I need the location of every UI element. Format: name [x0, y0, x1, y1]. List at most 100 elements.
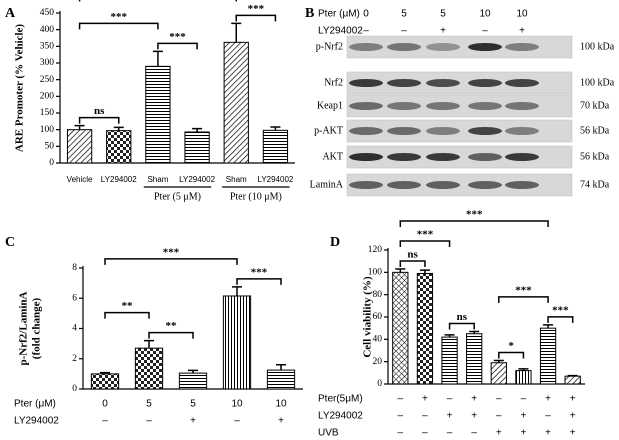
error-bar [231, 22, 242, 43]
treatment-value: 10 [479, 9, 491, 20]
condition-value: – [496, 394, 502, 405]
error-bar [188, 369, 198, 374]
condition-value: + [447, 411, 453, 422]
treatment-value: 10 [516, 9, 528, 20]
x-tick-label: Sham [226, 175, 247, 184]
bar [539, 327, 557, 385]
condition-value: 0 [102, 399, 108, 410]
significance-bracket [399, 260, 426, 267]
error-bar [152, 50, 163, 67]
blot-row-size: 56 kDa [580, 151, 610, 162]
blot-strip [346, 119, 573, 143]
blot-band [426, 79, 460, 87]
bar [490, 362, 507, 385]
y-tick-label: 60 [373, 312, 383, 322]
treatment-value: + [440, 26, 446, 37]
error-bar [270, 126, 281, 131]
blot-row-size: 100 kDa [580, 41, 615, 52]
significance-bracket [104, 311, 150, 319]
panel-label: D [330, 235, 340, 250]
significance-label: * [508, 340, 514, 352]
panel-label: A [5, 6, 16, 21]
blot-band [349, 153, 383, 161]
condition-value: 5 [190, 399, 196, 410]
significance-bracket [78, 0, 237, 2]
condition-value: + [278, 416, 284, 427]
significance-bracket [547, 316, 574, 323]
significance-label: *** [169, 31, 186, 43]
blot-band [387, 181, 421, 189]
significance-label: ** [166, 320, 178, 332]
error-bar [144, 339, 154, 349]
condition-value: + [471, 394, 477, 405]
significance-bracket [148, 331, 194, 339]
bar [178, 372, 208, 390]
blot-band [505, 102, 539, 110]
condition-value: – [545, 411, 551, 422]
bar [266, 369, 296, 390]
y-tick-label: 400 [40, 25, 55, 35]
blot-band [349, 102, 383, 110]
bar [416, 272, 434, 385]
condition-value: + [496, 428, 502, 439]
blot-band [426, 102, 460, 110]
condition-value: 5 [146, 399, 152, 410]
blot-band [505, 153, 539, 161]
significance-label: ns [407, 249, 418, 261]
condition-label: LY294002 [14, 416, 59, 427]
treatment-value: 5 [440, 9, 446, 20]
blot-band [349, 43, 383, 51]
blot-band [349, 181, 383, 189]
bar [564, 375, 581, 385]
blot-row-label: p-Nrf2 [316, 41, 343, 52]
y-axis-label: ARE Promoter (% Vehicle) [14, 24, 26, 153]
condition-value: – [521, 394, 527, 405]
blot-band [426, 153, 460, 161]
y-tick-label: 100 [40, 125, 55, 135]
treatment-value: 5 [401, 9, 407, 20]
error-bar [469, 330, 480, 334]
significance-bracket [157, 42, 198, 50]
bar [392, 271, 409, 385]
condition-value: – [234, 416, 240, 427]
y-axis-label: Cell viability (%) [362, 276, 374, 358]
error-bar [232, 286, 242, 296]
condition-value: + [570, 411, 576, 422]
error-bar [567, 374, 578, 377]
blot-strip [346, 35, 573, 59]
significance-bracket [399, 240, 451, 247]
error-bar [74, 124, 85, 130]
blot-band [349, 127, 383, 135]
y-tick-label: 200 [40, 92, 55, 102]
group-label: Pter (10 μM) [230, 191, 282, 202]
blot-row-label: LaminA [310, 179, 344, 190]
error-bar [276, 364, 286, 371]
condition-value: + [545, 428, 551, 439]
error-bar [113, 126, 124, 131]
blot-band [468, 181, 502, 189]
x-tick-label: LY294002 [179, 175, 215, 184]
y-tick-label: 150 [40, 108, 55, 118]
condition-value: – [398, 428, 404, 439]
blot-band [505, 79, 539, 87]
condition-value: + [570, 394, 576, 405]
error-bar [518, 368, 529, 371]
bar [184, 131, 210, 164]
blot-band [426, 127, 460, 135]
blot-band [505, 43, 539, 51]
blot-band [387, 43, 421, 51]
bar [66, 129, 93, 164]
significance-bracket [448, 322, 475, 330]
y-tick-label: 50 [45, 142, 55, 152]
significance-bracket [78, 116, 120, 124]
y-tick-label: 40 [373, 335, 383, 345]
significance-label: *** [552, 304, 569, 316]
y-axis-label: (fold change) [31, 297, 43, 359]
condition-value: – [398, 394, 404, 405]
y-tick-label: 0 [377, 379, 382, 389]
blot-band [468, 79, 502, 87]
treatment-label: LY294002 [318, 26, 363, 37]
significance-label: *** [466, 209, 483, 221]
error-bar [493, 359, 504, 363]
